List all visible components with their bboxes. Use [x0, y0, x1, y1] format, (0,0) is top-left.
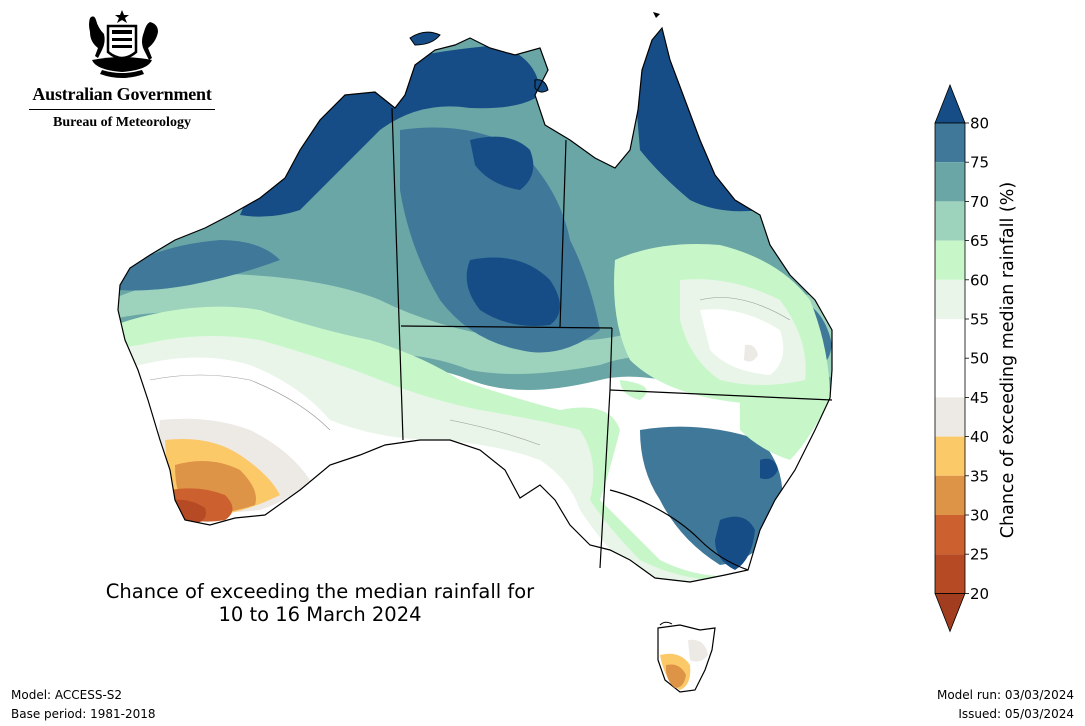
model-name: Model: ACCESS-S2 — [11, 688, 123, 702]
colorbar-tick-label: 45 — [970, 389, 989, 407]
colorbar-tick-label: 75 — [970, 154, 989, 172]
colorbar-bin — [935, 123, 965, 163]
colorbar-bin — [935, 475, 965, 515]
colorbar-bin — [935, 201, 965, 241]
colorbar-bin — [935, 554, 965, 594]
colorbar-tick-label: 30 — [970, 507, 989, 525]
colorbar-bin — [935, 397, 965, 437]
colorbar-tick-label: 25 — [970, 546, 989, 564]
coastline — [117, 26, 833, 583]
agency-name: Bureau of Meteorology — [53, 115, 191, 130]
logo-divider — [29, 109, 215, 110]
colorbar-tick-label: 35 — [970, 467, 989, 485]
colorbar-bin-above-80 — [934, 83, 966, 124]
government-name: Australian Government — [32, 84, 212, 104]
commonwealth-coat-of-arms-icon — [89, 10, 158, 78]
colorbar-tick-label: 40 — [970, 428, 989, 446]
colorbar-bin — [935, 319, 965, 359]
colorbar-tick-label: 70 — [970, 193, 989, 211]
map-title-line2: 10 to 16 March 2024 — [218, 603, 422, 626]
colorbar-bin-below-20 — [934, 593, 966, 633]
footer-left: Model: ACCESS-S2 Base period: 1981-2018 — [11, 686, 156, 724]
model-run-date: Model run: 03/03/2024 — [936, 688, 1074, 702]
colorbar-label: Chance of exceeding median rainfall (%) — [998, 181, 1018, 539]
colorbar-tick-label: 50 — [970, 350, 989, 368]
map-title: Chance of exceeding the median rainfall … — [60, 580, 580, 626]
bom-logo: Australian Government Bureau of Meteorol… — [22, 8, 222, 131]
colorbar: 80 75 70 65 60 55 50 45 40 35 30 25 20 — [934, 83, 989, 633]
issued-date: Issued: 05/03/2024 — [958, 707, 1074, 721]
colorbar-tick-label: 60 — [970, 271, 989, 289]
rainfall-probability-field — [118, 28, 832, 582]
tasmania — [657, 621, 716, 693]
colorbar-tick-label: 65 — [970, 232, 989, 250]
colorbar-bin — [935, 240, 965, 280]
state-borders — [391, 107, 833, 571]
colorbar-bin — [935, 162, 965, 202]
colorbar-tick-label: 20 — [970, 585, 989, 603]
colorbar-tick-label: 80 — [970, 115, 989, 133]
map-title-line1: Chance of exceeding the median rainfall … — [105, 580, 535, 603]
colorbar-tick-label: 55 — [970, 311, 989, 329]
colorbar-bin — [935, 358, 965, 398]
base-period: Base period: 1981-2018 — [11, 707, 156, 721]
colorbar-bin — [935, 279, 965, 319]
colorbar-bin — [935, 436, 965, 476]
footer-right: Model run: 03/03/2024 Issued: 05/03/2024 — [937, 686, 1074, 724]
colorbar-bin — [935, 515, 965, 555]
